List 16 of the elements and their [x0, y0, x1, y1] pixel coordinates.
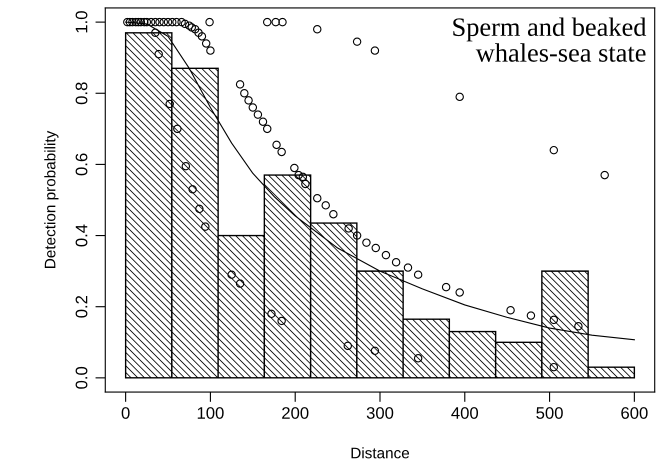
y-tick-label: 0.8	[76, 82, 88, 104]
x-tick-label: 0	[122, 407, 130, 419]
x-axis-title: Distance	[352, 447, 410, 458]
y-tick-label: 0.6	[76, 154, 88, 176]
x-tick-label: 600	[621, 407, 648, 419]
x-tick-label: 500	[536, 407, 563, 419]
y-tick-label: 1.0	[76, 11, 88, 32]
x-tick-label: 300	[366, 407, 394, 419]
y-axis-title: Detection probability	[44, 130, 58, 268]
x-tick-label: 400	[451, 407, 478, 419]
y-tick-label: 0.4	[76, 224, 88, 246]
x-tick-label: 100	[198, 407, 224, 419]
x-tick-label: 200	[282, 407, 308, 419]
y-tick-label: 0.2	[76, 296, 88, 318]
y-tick-label: 0.0	[76, 366, 88, 389]
annotation: Sperm and beaked whales-sea state	[453, 17, 646, 62]
